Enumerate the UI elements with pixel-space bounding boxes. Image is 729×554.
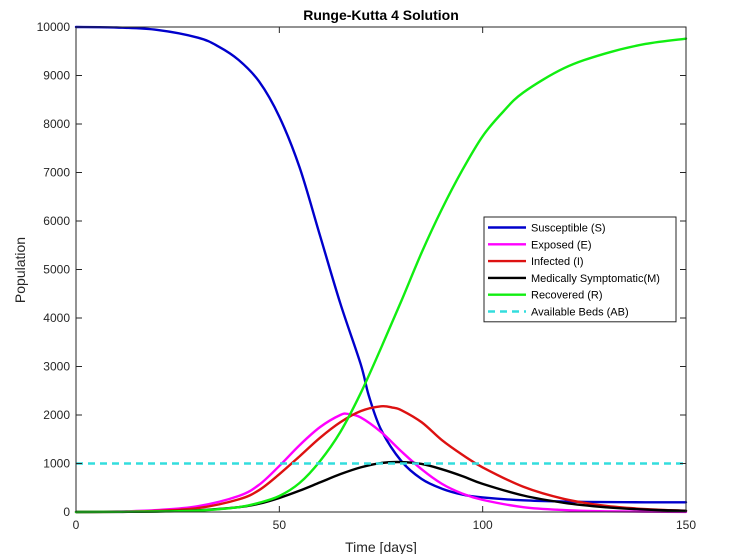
y-tick-label: 5000 xyxy=(43,263,70,277)
y-tick-label: 2000 xyxy=(43,408,70,422)
y-axis-label: Population xyxy=(12,237,28,303)
x-tick-label: 0 xyxy=(73,518,80,532)
x-tick-label: 100 xyxy=(473,518,493,532)
legend-label-2: Infected (I) xyxy=(531,256,584,268)
legend-label-1: Exposed (E) xyxy=(531,239,592,251)
chart-title: Runge-Kutta 4 Solution xyxy=(303,7,459,23)
legend: Susceptible (S) Exposed (E) Infected (I) Me… xyxy=(483,216,677,323)
x-tick-label: 150 xyxy=(676,518,696,532)
legend-label-4: Recovered (R) xyxy=(531,290,603,302)
legend-label-3: Medically Symptomatic(M) xyxy=(531,273,660,285)
y-tick-label: 4000 xyxy=(43,311,70,325)
y-tick-label: 10000 xyxy=(37,20,71,34)
series-line-1 xyxy=(74,412,688,514)
legend-box xyxy=(483,216,677,323)
y-tick-label: 7000 xyxy=(43,166,70,180)
x-tick-label: 50 xyxy=(273,518,287,532)
legend-label-0: Susceptible (S) xyxy=(531,223,606,235)
series-layer xyxy=(74,25,688,514)
y-tick-label: 8000 xyxy=(43,117,70,131)
series-line-0 xyxy=(74,25,688,504)
y-tick-label: 9000 xyxy=(43,69,70,83)
y-tick-label: 3000 xyxy=(43,360,70,374)
y-tick-label: 6000 xyxy=(43,214,70,228)
axes-layer: 0 50 100 150 0 1000 2000 3000 4000 5000 6000 7000 80… xyxy=(37,20,697,532)
legend-label-5: Available Beds (AB) xyxy=(531,307,629,319)
y-tick-label: 0 xyxy=(63,505,70,519)
series-line-4 xyxy=(74,37,688,514)
y-tick-label: 1000 xyxy=(43,457,70,471)
x-axis-label: Time [days] xyxy=(345,539,417,554)
series-line-2 xyxy=(74,404,688,514)
